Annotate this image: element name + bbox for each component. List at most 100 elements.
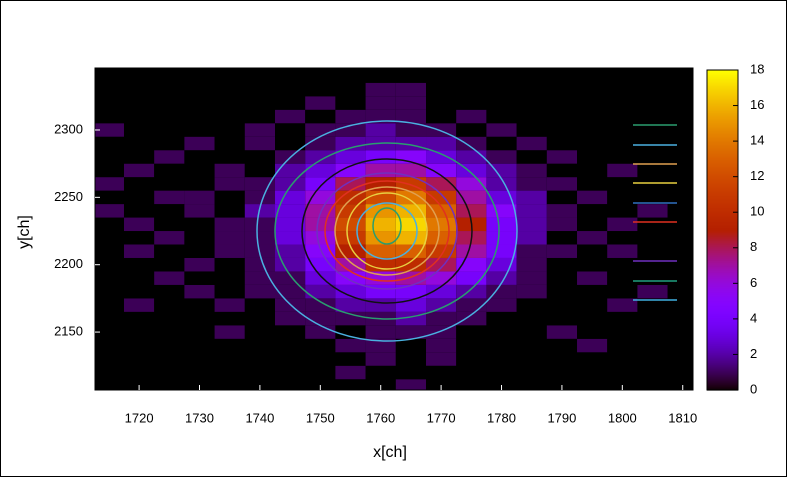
cell [123,257,155,272]
cell [244,338,276,353]
cell [305,96,336,110]
cell [456,136,487,151]
cell [637,136,668,151]
cell [305,150,336,164]
cell [184,69,215,83]
cell [365,352,396,366]
cell [486,177,517,191]
cell [456,257,487,272]
cell [305,123,336,137]
cell [365,338,396,353]
cell [335,379,366,390]
cell [184,352,215,366]
colorbar-step [707,274,738,277]
cell [95,231,124,245]
cell [184,338,215,353]
cell [95,338,124,353]
colorbar-step [707,208,738,211]
colorbar-step [707,354,738,357]
colorbar-step [707,106,738,109]
cell [607,257,638,272]
cell [123,150,155,164]
cell [456,311,487,326]
cell [607,190,638,205]
cell [516,352,547,366]
colorbar-step [707,136,738,139]
colorbar-step [707,288,738,291]
cell [244,150,276,164]
colorbar-step [707,286,738,289]
x-tick-label: 1790 [547,410,576,425]
cell [214,96,245,110]
cell [214,231,245,245]
colorbar-step [707,268,738,271]
cell [275,190,306,205]
cell [516,311,547,326]
cell [486,311,517,326]
x-tick-label: 1730 [185,410,214,425]
cell [516,163,547,178]
colorbar-step [707,322,738,325]
cell [456,123,487,137]
cell [335,69,366,83]
colorbar-tick-label: 8 [750,239,757,254]
x-tick-label: 1810 [668,410,697,425]
cell [546,177,578,191]
cell [637,257,668,272]
cell [667,150,693,164]
cell [305,298,336,312]
cell [546,271,578,285]
colorbar-step [707,144,738,147]
cell [184,298,215,312]
colorbar-step [707,360,738,363]
cell [214,109,245,124]
cell [95,298,124,312]
colorbar-step [707,298,738,301]
colorbar-step [707,202,738,205]
cell [607,298,638,312]
cell [365,379,396,390]
colorbar-step [707,120,738,123]
cell [395,338,427,353]
cell [426,284,457,299]
colorbar-step [707,140,738,143]
cell [154,231,185,245]
colorbar-step [707,376,738,379]
cell [546,244,578,258]
colorbar-step [707,254,738,257]
colorbar-tick-label: 16 [750,97,764,112]
cell [335,325,366,339]
colorbar-step [707,170,738,173]
cell [577,123,608,137]
colorbar-step [707,356,738,359]
cell [123,365,155,380]
colorbar-step [707,132,738,135]
cell [365,123,396,137]
colorbar-step [707,384,738,387]
cell [123,190,155,205]
cell [577,177,608,191]
x-tick-label: 1780 [487,410,516,425]
cell [184,365,215,380]
colorbar-step [707,284,738,287]
colorbar-tick-label: 2 [750,346,757,361]
cell [275,352,306,366]
cell [335,123,366,137]
colorbar-step [707,154,738,157]
cell [667,244,693,258]
cell [335,231,366,245]
cell [395,123,427,137]
cell [275,231,306,245]
colorbar-step [707,72,738,75]
cell [214,136,245,151]
cell [123,244,155,258]
cell [244,311,276,326]
cell [667,352,693,366]
cell [214,190,245,205]
cell [456,109,487,124]
cell [516,298,547,312]
colorbar-step [707,118,738,121]
cell [426,163,457,178]
cell [667,163,693,178]
colorbar-step [707,350,738,353]
